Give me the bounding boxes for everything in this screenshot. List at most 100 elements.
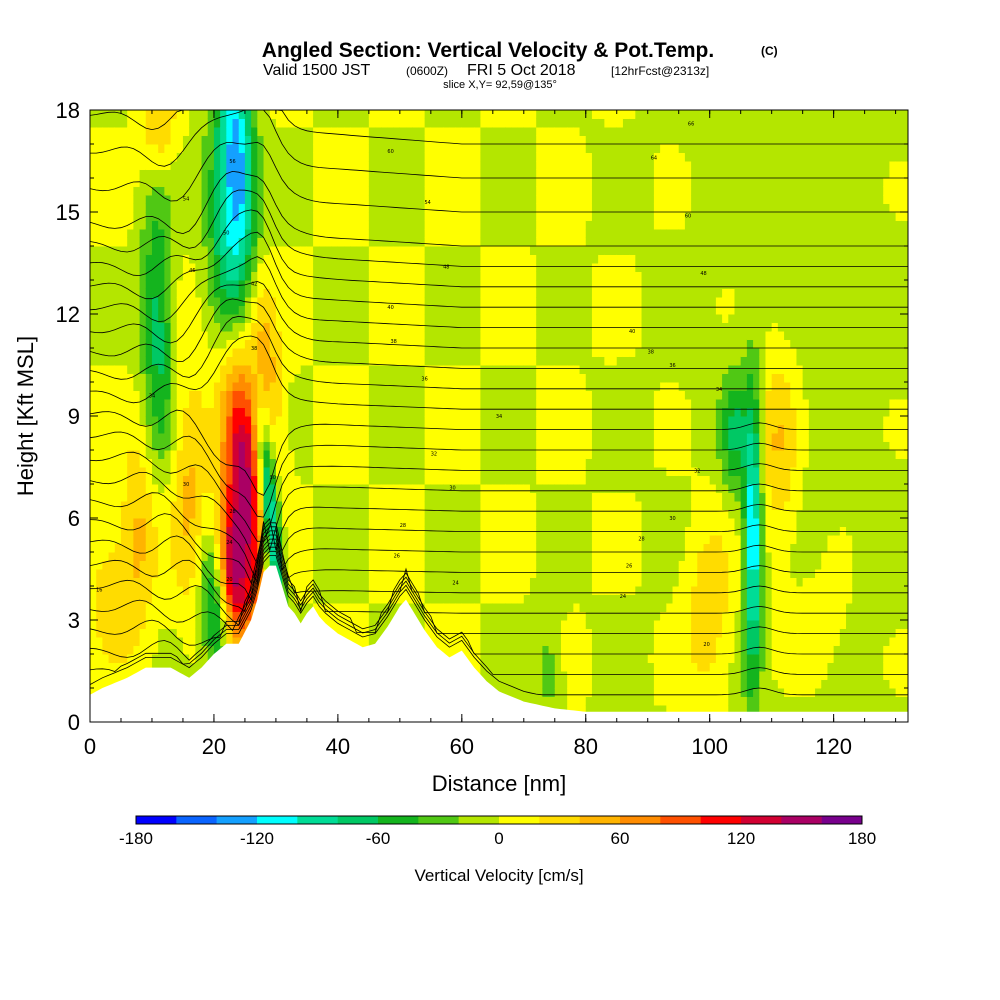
velocity-cell	[90, 662, 97, 672]
velocity-cell	[257, 288, 265, 298]
velocity-cell	[195, 518, 203, 527]
velocity-cell	[344, 365, 351, 374]
velocity-cell	[486, 399, 494, 408]
velocity-cell	[319, 450, 326, 459]
velocity-cell	[412, 441, 419, 451]
velocity-cell	[443, 594, 450, 604]
velocity-cell	[337, 484, 345, 493]
velocity-cell	[468, 611, 475, 621]
velocity-cell	[90, 586, 97, 595]
velocity-cell	[294, 118, 302, 128]
velocity-cell	[251, 390, 258, 400]
velocity-cell	[319, 560, 326, 570]
velocity-cell	[90, 127, 97, 136]
velocity-cell	[151, 535, 159, 544]
velocity-cell	[120, 654, 128, 663]
velocity-cell	[96, 127, 103, 136]
velocity-cell	[331, 382, 339, 391]
velocity-cell	[505, 662, 512, 672]
velocity-cell	[486, 611, 494, 621]
velocity-cell	[486, 560, 494, 570]
velocity-cell	[505, 467, 512, 476]
velocity-cell	[182, 475, 190, 485]
velocity-cell	[437, 399, 444, 408]
velocity-cell	[170, 373, 178, 383]
velocity-cell	[207, 492, 215, 502]
velocity-cell	[139, 212, 147, 221]
velocity-cell	[108, 441, 116, 451]
velocity-cell	[474, 611, 481, 621]
velocity-cell	[251, 280, 258, 289]
velocity-cell	[182, 458, 190, 468]
velocity-cell	[96, 365, 103, 374]
velocity-cell	[96, 620, 103, 629]
velocity-cell	[387, 450, 395, 459]
velocity-cell	[300, 441, 308, 451]
velocity-cell	[164, 110, 172, 119]
velocity-cell	[449, 586, 457, 595]
velocity-cell	[114, 373, 122, 383]
velocity-cell	[412, 535, 419, 544]
velocity-cell	[474, 467, 481, 476]
velocity-cell	[288, 195, 295, 204]
velocity-cell	[127, 475, 134, 485]
velocity-cell	[139, 475, 147, 485]
velocity-cell	[213, 203, 221, 213]
velocity-cell	[406, 229, 413, 238]
velocity-cell	[474, 314, 481, 323]
velocity-cell	[288, 348, 295, 357]
velocity-cell	[381, 433, 388, 442]
velocity-cell	[356, 246, 364, 255]
velocity-cell	[263, 288, 271, 298]
velocity-cell	[133, 620, 141, 629]
velocity-cell	[387, 212, 395, 221]
velocity-cell	[213, 501, 221, 510]
velocity-cell	[195, 348, 203, 357]
velocity-cell	[139, 195, 147, 204]
velocity-cell	[325, 526, 333, 536]
velocity-cell	[182, 484, 190, 493]
velocity-cell	[461, 577, 469, 587]
velocity-cell	[282, 212, 289, 221]
velocity-cell	[350, 509, 357, 519]
velocity-cell	[201, 390, 209, 400]
velocity-cell	[313, 535, 320, 544]
velocity-cell	[461, 450, 469, 459]
velocity-cell	[486, 467, 494, 476]
velocity-cell	[505, 135, 512, 145]
velocity-cell	[170, 543, 178, 553]
velocity-cell	[300, 186, 308, 196]
velocity-cell	[362, 161, 370, 170]
velocity-cell	[511, 288, 519, 298]
velocity-cell	[455, 135, 463, 145]
velocity-cell	[499, 611, 506, 621]
velocity-cell	[90, 263, 97, 272]
velocity-cell	[517, 569, 525, 578]
velocity-cell	[505, 688, 512, 697]
velocity-cell	[207, 577, 215, 587]
velocity-cell	[139, 373, 147, 383]
velocity-cell	[399, 144, 407, 153]
velocity-cell	[499, 280, 506, 289]
velocity-cell	[468, 450, 475, 459]
velocity-cell	[127, 586, 134, 595]
velocity-cell	[288, 560, 295, 570]
velocity-cell	[319, 603, 326, 612]
velocity-cell	[412, 348, 419, 357]
velocity-cell	[319, 271, 326, 281]
velocity-cell	[300, 178, 308, 187]
velocity-cell	[319, 212, 326, 221]
velocity-cell	[480, 373, 488, 383]
velocity-cell	[102, 288, 110, 298]
velocity-cell	[461, 169, 469, 179]
velocity-cell	[120, 535, 128, 544]
velocity-cell	[189, 127, 196, 136]
velocity-cell	[424, 331, 432, 340]
velocity-cell	[182, 118, 190, 128]
velocity-cell	[170, 297, 178, 306]
chart-title: Angled Section: Vertical Velocity & Pot.…	[262, 39, 714, 62]
velocity-cell	[170, 127, 178, 136]
velocity-cell	[232, 603, 240, 612]
velocity-cell	[418, 127, 426, 136]
velocity-cell	[288, 339, 295, 349]
